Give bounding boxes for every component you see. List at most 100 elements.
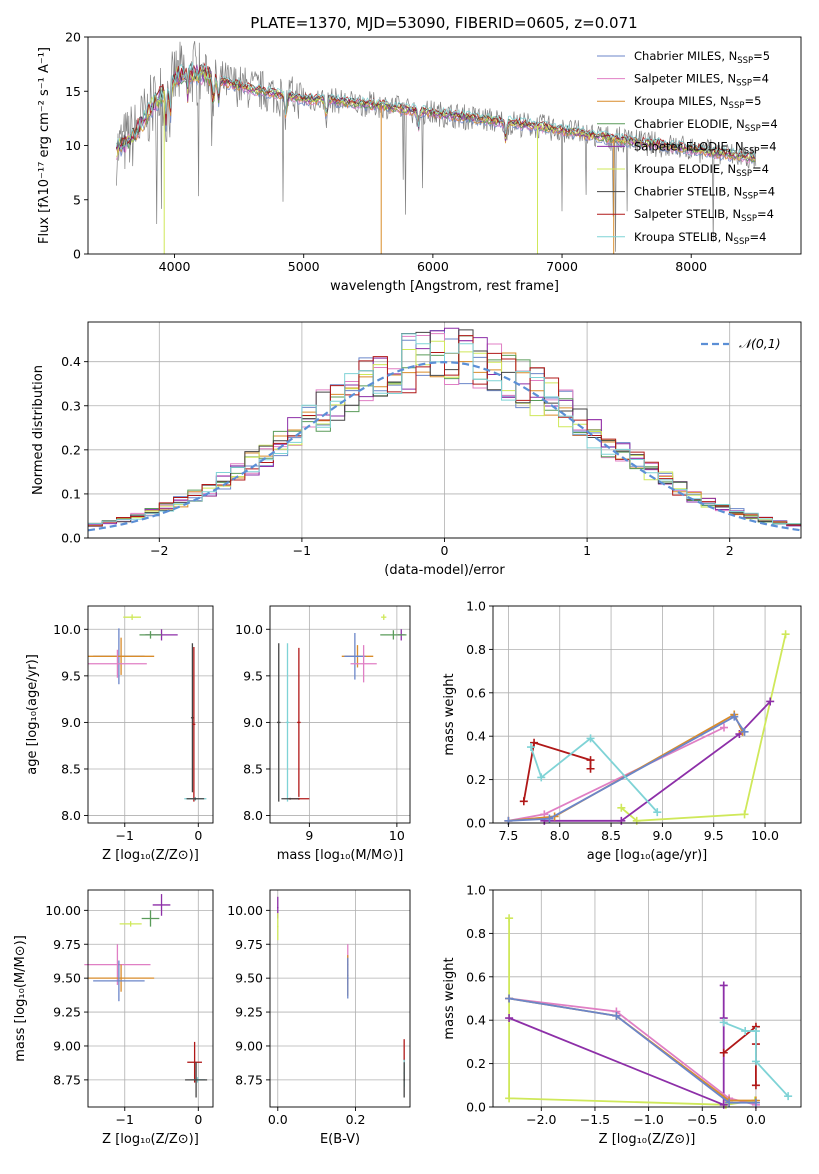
weight-marker-salpeter_stelib [719,1048,728,1057]
errorbar-chabrier_elodie [380,630,407,640]
y-axis-label: Normed distribution [31,365,46,495]
x-tick-label: −1.0 [633,1112,663,1127]
legend-entry-kroupa_elodie: Kroupa ELODIE, NSSP=4 [634,162,769,179]
errorbar-points [277,614,407,802]
figure-title: PLATE=1370, MJD=53090, FIBERID=0605, z=0… [250,14,637,32]
errorbar-salpeter_miles [84,944,151,985]
y-tick-label: 0.1 [61,486,81,501]
y-tick-label: 0.3 [61,398,81,413]
errorbar-chabrier_miles [347,957,349,999]
weight-marker-chabrier_miles [740,727,749,736]
x-tick-label: 0 [194,1112,202,1127]
x-tick-label: 9.5 [704,828,724,843]
chart-massweight_vs_Z: −2.0 −1.5 −1.0 −0.5 0.0 0.0 0.2 0.4 0.6 0.8 1.0 Z [… [442,883,802,1147]
weight-marker-salpeter_elodie [719,1100,728,1109]
weight-line-salpeter_miles [508,997,757,1106]
weight-marker-chabrier_miles [751,1098,760,1107]
weight-marker-salpeter_stelib [519,797,528,806]
weight-marker-chabrier_miles [730,712,739,721]
weight-line-kroupa_miles [508,997,756,1102]
x-tick-label: 7.5 [498,828,518,843]
x-axis-label: (data-model)/error [384,563,505,578]
x-tick-label: 0.2 [346,1112,366,1127]
y-axis-label: mass [log₁₀(M/M⊙)] [13,935,28,1062]
errorbar-chabrier_stelib [403,1062,405,1098]
weight-marker-chabrier_miles [545,814,554,823]
weight-marker-chabrier_miles [725,1098,734,1107]
weight-marker-salpeter_stelib [530,738,539,747]
y-tick-label: 9.75 [235,937,263,952]
weight-marker-kroupa_elodie [617,803,626,812]
errorbar-chabrier_stelib [185,1062,208,1098]
plot-frame [87,605,214,824]
weight-marker-kroupa_stelib [586,734,595,743]
weight-marker-salpeter_stelib [586,764,595,773]
errorbar-points [277,896,405,1098]
model-spectrum-kroupa_stelib [116,62,756,158]
x-tick-label: −2.0 [526,1112,556,1127]
y-tick-label: 10.0 [235,622,263,637]
y-tick-label: 0.4 [61,354,81,369]
x-tick-label: 9.0 [652,828,672,843]
y-tick-label: 9.25 [53,1005,81,1020]
weight-marker-salpeter_elodie [719,981,728,990]
legend-entry-salpeter_stelib: Salpeter STELIB, NSSP=4 [634,207,774,224]
x-tick-label: 0.0 [268,1112,288,1127]
y-tick-label: 0.6 [466,685,486,700]
y-axis-label: mass weight [442,673,457,755]
x-tick-label: 8000 [675,259,707,274]
x-tick-label: 8.0 [550,828,570,843]
y-tick-label: 1.0 [466,599,486,614]
model-spectrum-salpeter_stelib [116,62,756,159]
y-tick-label: 15 [65,84,81,99]
spectrum-lines [116,41,757,254]
weight-marker-kroupa_stelib [741,1027,750,1036]
x-tick-label: 0 [441,543,449,558]
weight-marker-salpeter_elodie [766,697,775,706]
y-tick-label: 9.00 [235,1038,263,1053]
x-tick-label: 4000 [159,259,191,274]
y-tick-label: 8.75 [235,1072,263,1087]
legend-entry-chabrier_elodie: Chabrier ELODIE, NSSP=4 [634,117,778,134]
x-axis-label: wavelength [Angstrom, rest frame] [330,279,559,294]
errorbar-chabrier_elodie [141,910,160,927]
chart-spectrum: 4000 5000 6000 7000 8000 0 5 10 15 20 wavelength [… [37,30,802,294]
y-tick-label: 0.4 [466,1013,486,1028]
histogram-legend: 𝒩(0,1) [701,336,781,351]
errorbar-kroupa_elodie [119,921,142,927]
y-tick-label: 0.0 [466,816,486,831]
x-tick-label: −1.5 [580,1112,610,1127]
weight-line-kroupa_elodie [508,918,756,1106]
x-tick-label: −1 [293,543,311,558]
errorbar-chabrier_stelib [186,797,205,800]
weight-line-salpeter_elodie [508,985,725,1107]
weight-marker-kroupa_elodie [505,914,514,923]
errorbar-salpeter_stelib [192,646,196,802]
x-axis-label: Z [log₁₀(Z/Z⊙)] [599,1132,696,1147]
errorbar-kroupa_elodie [381,614,387,620]
y-tick-label: 9.50 [53,971,81,986]
y-tick-label: 9.75 [53,937,81,952]
weight-line-chabrier_miles [508,715,746,822]
y-tick-label: 9.5 [243,668,263,683]
chart-residual_hist: −2 −1 0 1 2 0.0 0.1 0.2 0.3 0.4 (data-model)/error… [31,321,802,578]
x-tick-label: 8.5 [601,828,621,843]
weight-marker-kroupa_elodie [505,1094,514,1103]
weight-marker-chabrier_miles [612,1011,621,1020]
y-tick-label: 9.50 [235,971,263,986]
y-axis-label: age [log₁₀(age/yr)] [25,654,40,775]
errorbar-salpeter_miles [88,649,147,678]
x-tick-label: 2 [726,543,734,558]
weight-line-salpeter_elodie [544,700,771,822]
weight-line-kroupa_stelib [530,737,658,813]
weight-marker-kroupa_elodie [632,816,641,825]
y-tick-label: 10 [65,138,81,153]
errorbar-kroupa_elodie [277,913,279,941]
errorbar-chabrier_elodie [139,631,162,639]
errorbar-chabrier_miles [344,633,366,680]
errorbar-kroupa_elodie [123,614,141,620]
weight-marker-salpeter_elodie [617,816,626,825]
errorbar-chabrier_miles [93,960,145,1002]
y-tick-label: 0.8 [466,926,486,941]
